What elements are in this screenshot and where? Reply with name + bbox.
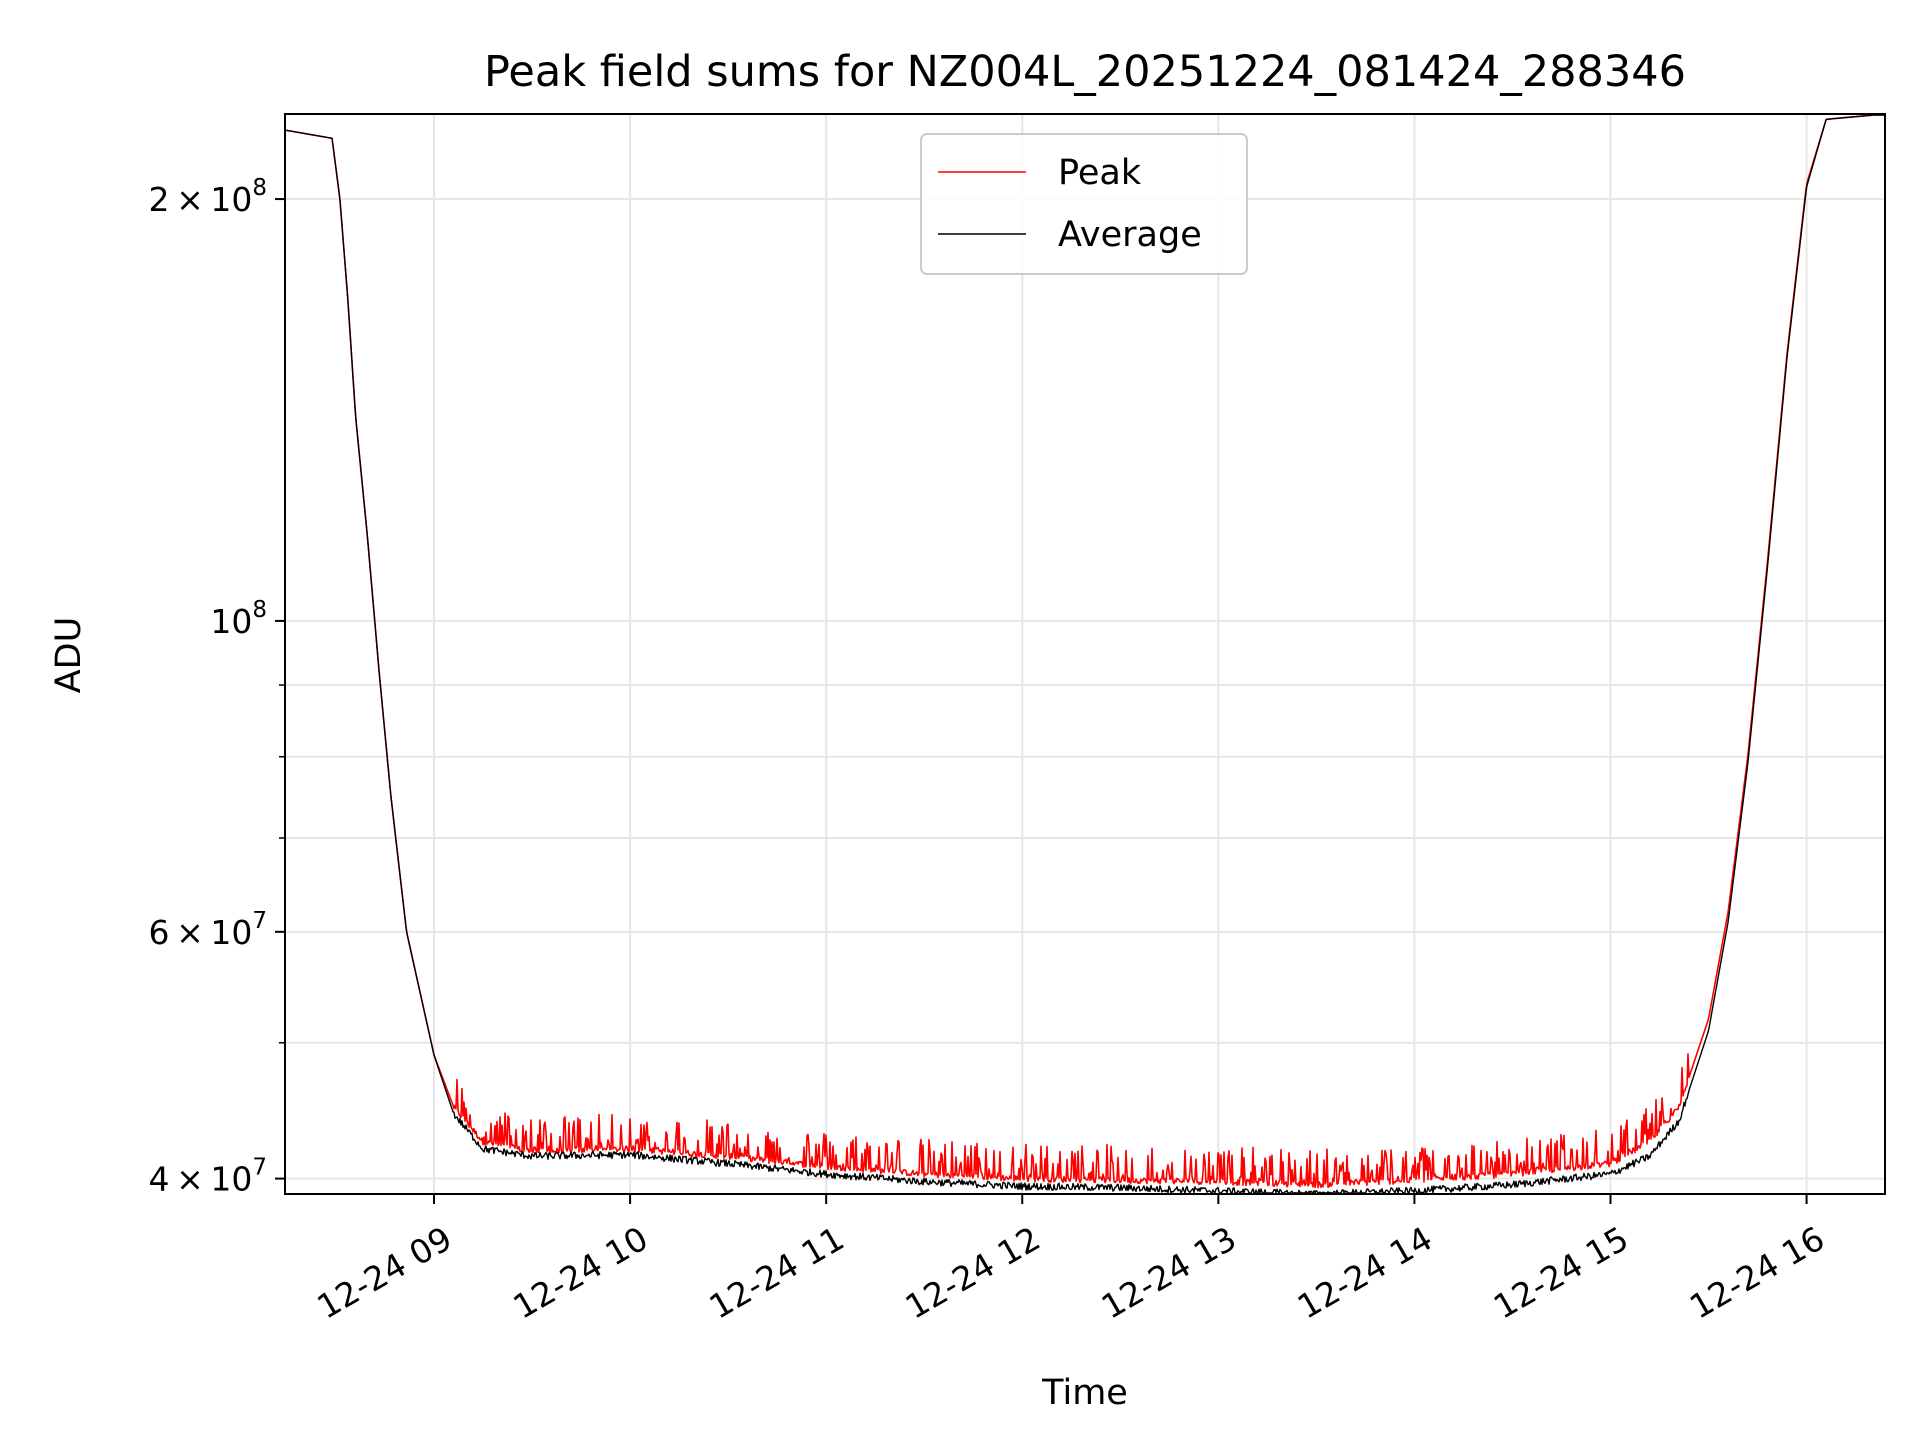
legend-box	[920, 133, 1248, 275]
plot-frame	[284, 113, 1886, 1195]
y-axis: 4 × 107 6 × 107 108 2 × 108	[149, 175, 285, 1199]
legend-label-peak: Peak	[1058, 153, 1142, 193]
y-axis-label: ADU	[49, 617, 89, 694]
y-tick-label: 108	[210, 597, 267, 641]
y-tick-label: 2 × 108	[149, 175, 267, 219]
series-line-average	[284, 114, 1885, 1194]
series-layer	[284, 114, 1885, 1194]
legend-label-average: Average	[1058, 215, 1202, 255]
series-line-peak	[284, 114, 1885, 1189]
grid	[285, 114, 1885, 1194]
y-tick-label: 6 × 107	[149, 908, 267, 952]
legend: Peak Average	[920, 133, 1248, 275]
chart-title: Peak field sums for NZ004L_20251224_0814…	[484, 47, 1686, 97]
y-tick-label: 4 × 107	[149, 1155, 267, 1199]
x-axis-label: Time	[1041, 1373, 1128, 1413]
